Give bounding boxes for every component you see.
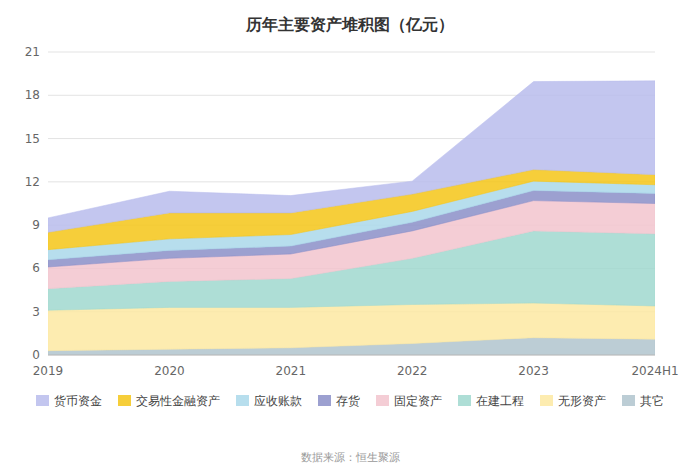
y-tick-label: 3 xyxy=(32,305,40,319)
y-tick-label: 18 xyxy=(25,88,40,102)
grid-line xyxy=(48,52,655,53)
legend-label: 固定资产 xyxy=(394,394,442,408)
x-tick-label: 2021 xyxy=(276,364,307,378)
x-tick-label: 2020 xyxy=(154,364,185,378)
legend-swatch xyxy=(622,395,635,406)
x-tick-label: 2019 xyxy=(33,364,64,378)
chart: 历年主要资产堆积图（亿元） 0 3 6 9 12 15 18 21 2019 2020 2021 202… xyxy=(0,0,700,473)
legend-item: 无形资产 xyxy=(540,394,606,408)
y-tick-label: 6 xyxy=(32,261,40,275)
legend-label: 其它 xyxy=(640,394,664,408)
y-tick-label: 12 xyxy=(25,175,40,189)
area xyxy=(48,81,655,233)
legend-swatch xyxy=(236,395,249,406)
y-tick-label: 21 xyxy=(25,45,40,59)
background xyxy=(0,0,700,473)
legend-item: 交易性金融资产 xyxy=(118,394,220,408)
x-tick-label: 2024H1 xyxy=(631,364,678,378)
grid xyxy=(48,52,655,355)
legend: 货币资金 交易性金融资产 应收账款 存货 固定资产 在建工程 无形资产 其它 xyxy=(36,394,664,408)
y-tick-label: 9 xyxy=(32,218,40,232)
x-tick-label: 2022 xyxy=(397,364,428,378)
legend-swatch xyxy=(118,395,131,406)
legend-swatch xyxy=(458,395,471,406)
legend-item: 货币资金 xyxy=(36,394,102,408)
legend-item: 其它 xyxy=(622,394,664,408)
legend-label: 在建工程 xyxy=(476,394,524,408)
x-axis-line xyxy=(48,355,655,356)
grid-line xyxy=(48,355,655,356)
legend-label: 存货 xyxy=(336,394,360,408)
areas xyxy=(48,81,655,355)
title: 历年主要资产堆积图（亿元） xyxy=(245,15,454,34)
legend-swatch xyxy=(376,395,389,406)
legend-label: 货币资金 xyxy=(54,394,102,408)
legend-item: 应收账款 xyxy=(236,394,302,408)
x-tick-label: 2023 xyxy=(518,364,549,378)
y-tick-label: 15 xyxy=(25,132,40,146)
legend-swatch xyxy=(540,395,553,406)
legend-swatch xyxy=(36,395,49,406)
area xyxy=(48,303,655,351)
legend-item: 在建工程 xyxy=(458,394,524,408)
legend-swatch xyxy=(318,395,331,406)
legend-label: 应收账款 xyxy=(254,394,302,408)
legend-label: 交易性金融资产 xyxy=(136,394,220,408)
legend-label: 无形资产 xyxy=(558,394,606,408)
source-note: 数据来源：恒生聚源 xyxy=(301,451,400,464)
legend-item: 固定资产 xyxy=(376,394,442,408)
y-tick-label: 0 xyxy=(32,348,40,362)
legend-item: 存货 xyxy=(318,394,360,408)
